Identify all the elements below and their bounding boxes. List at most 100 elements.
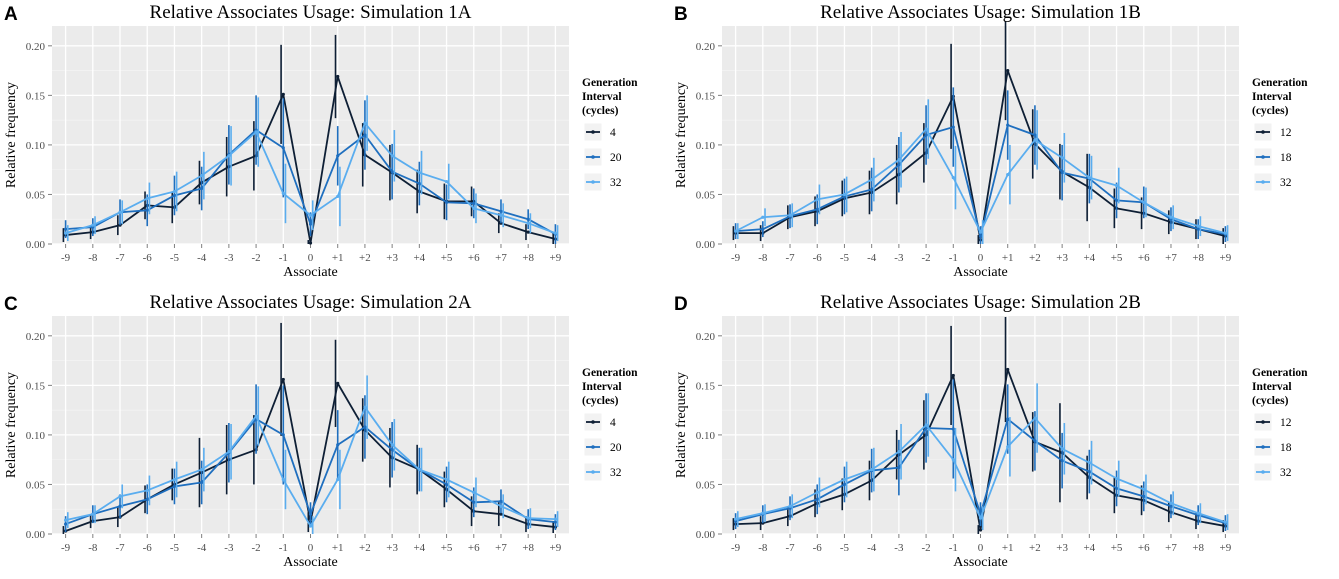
x-tick-label: +8 (1192, 542, 1204, 554)
x-tick-label: -5 (840, 252, 850, 264)
chart-title: Relative Associates Usage: Simulation 1A (150, 2, 472, 23)
data-point (1060, 447, 1064, 451)
x-tick-label: -9 (731, 542, 741, 554)
legend-title: Generation (582, 367, 638, 379)
data-point (1169, 504, 1173, 508)
chart-panel-c: 0.00 0.05 0.10 0.15 0.20 -9 -8 -7 -6 -5 -4 -3 -2 -1 0 +… (0, 290, 669, 579)
data-point (336, 154, 340, 158)
data-point (1169, 215, 1173, 219)
data-point (145, 497, 149, 501)
data-point (1142, 487, 1146, 492)
data-point (1196, 511, 1200, 515)
data-point (336, 74, 340, 79)
legend-key-point (1261, 130, 1265, 134)
data-point (1142, 200, 1146, 204)
data-point (1087, 176, 1091, 180)
data-point (1060, 459, 1064, 463)
legend-label: 32 (610, 177, 622, 189)
y-tick-label: 0.15 (26, 380, 46, 392)
data-point (734, 517, 738, 521)
data-point (281, 433, 285, 437)
data-point (897, 163, 901, 167)
y-tick-label: 0.10 (696, 430, 716, 442)
data-point (1060, 156, 1064, 160)
data-point (978, 528, 983, 532)
x-tick-label: -7 (115, 542, 125, 554)
x-tick-label: +9 (550, 252, 562, 264)
data-point (842, 192, 847, 197)
legend-title: Interval (1252, 91, 1292, 103)
chart-panel-b: 0.00 0.05 0.10 0.15 0.20 -9 -8 -7 -6 -5 -4 -3 -2 -1 0 +… (670, 0, 1339, 289)
data-point (390, 448, 394, 452)
y-tick-label: 0.05 (26, 189, 46, 201)
series-32 (734, 99, 1229, 244)
chart-panel-a: 0.00 0.05 0.10 0.15 0.20 -9 -8 -7 -6 -5 -4 -3 -2 -1 0 +… (0, 0, 669, 289)
data-point (761, 215, 765, 219)
data-point (308, 222, 313, 226)
data-point (1006, 417, 1010, 421)
data-point (444, 477, 449, 482)
chart-title: Relative Associates Usage: Simulation 2B (820, 292, 1141, 313)
data-point (172, 484, 177, 489)
x-tick-label: -7 (785, 542, 795, 554)
data-point (924, 133, 928, 137)
data-point (1114, 476, 1119, 481)
data-point (472, 500, 476, 504)
data-point (281, 146, 285, 150)
x-tick-label: +2 (1029, 252, 1041, 264)
data-point (815, 497, 819, 501)
x-tick-label: -1 (279, 542, 288, 554)
x-tick-label: +9 (1220, 252, 1232, 264)
x-tick-label: -2 (921, 252, 930, 264)
data-point (978, 230, 983, 234)
data-point (788, 504, 792, 508)
x-tick-label: -4 (197, 542, 207, 554)
data-point (499, 213, 503, 217)
data-point (1142, 494, 1146, 498)
data-point (172, 189, 177, 194)
x-tick-label: -2 (251, 542, 260, 554)
x-tick-label: -3 (224, 252, 234, 264)
legend-key-point (1261, 420, 1265, 424)
data-point (1006, 68, 1010, 73)
legend-label: 18 (1280, 152, 1292, 164)
data-point (1006, 367, 1010, 372)
legend-label: 20 (610, 152, 622, 164)
y-tick-label: 0.15 (696, 90, 716, 102)
y-tick-label: 0.15 (26, 90, 46, 102)
data-point (526, 516, 530, 520)
y-axis-label: Relative frequency (4, 82, 19, 188)
data-point (390, 170, 394, 174)
data-point (526, 217, 530, 221)
x-tick-label: -6 (813, 542, 823, 554)
data-point (200, 480, 204, 485)
x-tick-label: +2 (359, 252, 371, 264)
data-point (1006, 123, 1010, 127)
data-point (417, 171, 421, 175)
panel-letter: C (4, 294, 18, 315)
data-point (64, 518, 68, 522)
data-point (1196, 224, 1200, 228)
data-point (499, 512, 503, 516)
y-axis-label: Relative frequency (674, 82, 689, 188)
x-tick-label: +3 (1056, 542, 1068, 554)
panel-letter: D (674, 294, 688, 315)
x-tick-label: +8 (522, 252, 534, 264)
y-tick-label: 0.05 (26, 479, 46, 491)
x-tick-label: -9 (61, 542, 71, 554)
legend-label: 4 (610, 127, 616, 139)
data-point (444, 200, 449, 204)
data-point (815, 207, 819, 211)
legend-title: Generation (582, 77, 638, 89)
y-tick-label: 0.10 (26, 140, 46, 152)
data-point (172, 193, 177, 198)
y-axis-label: Relative frequency (674, 372, 689, 478)
data-point (870, 177, 874, 182)
data-point (363, 425, 367, 429)
x-tick-label: -4 (867, 252, 877, 264)
x-tick-label: 0 (308, 252, 314, 264)
y-tick-label: 0.20 (26, 331, 46, 343)
x-tick-label: -8 (88, 252, 98, 264)
data-point (91, 223, 95, 227)
x-tick-label: -5 (170, 542, 180, 554)
